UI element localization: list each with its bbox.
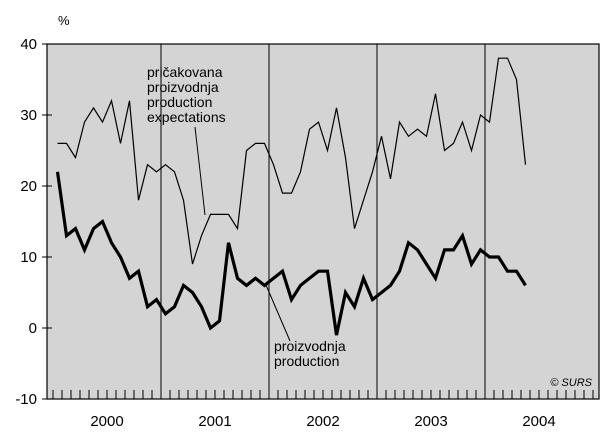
y-unit-label: % bbox=[58, 13, 70, 28]
y-tick-label: 40 bbox=[20, 36, 37, 53]
year-label-2001: 2001 bbox=[198, 413, 231, 430]
series-expectations bbox=[57, 57, 527, 265]
year-label-2000: 2000 bbox=[90, 413, 123, 430]
y-tick-label: 30 bbox=[20, 107, 37, 124]
y-tick-label: 0 bbox=[29, 320, 37, 337]
year-label-2002: 2002 bbox=[306, 413, 339, 430]
series-production bbox=[55, 171, 527, 336]
annotation-production-line-1: proizvodnja bbox=[274, 338, 346, 354]
plot-area bbox=[47, 44, 599, 399]
series-layer bbox=[55, 57, 527, 336]
annotation-expectations: pričakovana proizvodnja production expec… bbox=[147, 64, 226, 125]
month-ticks bbox=[52, 390, 594, 399]
annotation-production-line-2: production bbox=[274, 353, 339, 369]
annotation-expectations-line-4: expectations bbox=[147, 109, 226, 125]
y-tick-label: 20 bbox=[20, 178, 37, 195]
y-tick-label: -10 bbox=[15, 391, 37, 408]
y-axis: -10 0 10 20 30 40 bbox=[15, 36, 52, 408]
series-production-line bbox=[55, 171, 527, 336]
year-label-2004: 2004 bbox=[522, 413, 555, 430]
year-dividers bbox=[46, 43, 600, 400]
leader-production bbox=[265, 284, 291, 342]
annotation-production: proizvodnja production bbox=[274, 338, 350, 369]
annotation-leaders bbox=[194, 126, 291, 342]
annotation-expectations-line-3: production bbox=[147, 94, 212, 110]
leader-expectations bbox=[194, 126, 206, 216]
annotation-expectations-line-1: pričakovana bbox=[147, 64, 223, 80]
credit-label: © SURS bbox=[550, 377, 592, 389]
annotation-expectations-line-2: proizvodnja bbox=[147, 79, 219, 95]
year-label-2003: 2003 bbox=[414, 413, 447, 430]
y-tick-label: 10 bbox=[20, 249, 37, 266]
year-labels: 2000 2001 2002 2003 2004 bbox=[90, 413, 555, 430]
series-expectations-line bbox=[57, 57, 527, 265]
